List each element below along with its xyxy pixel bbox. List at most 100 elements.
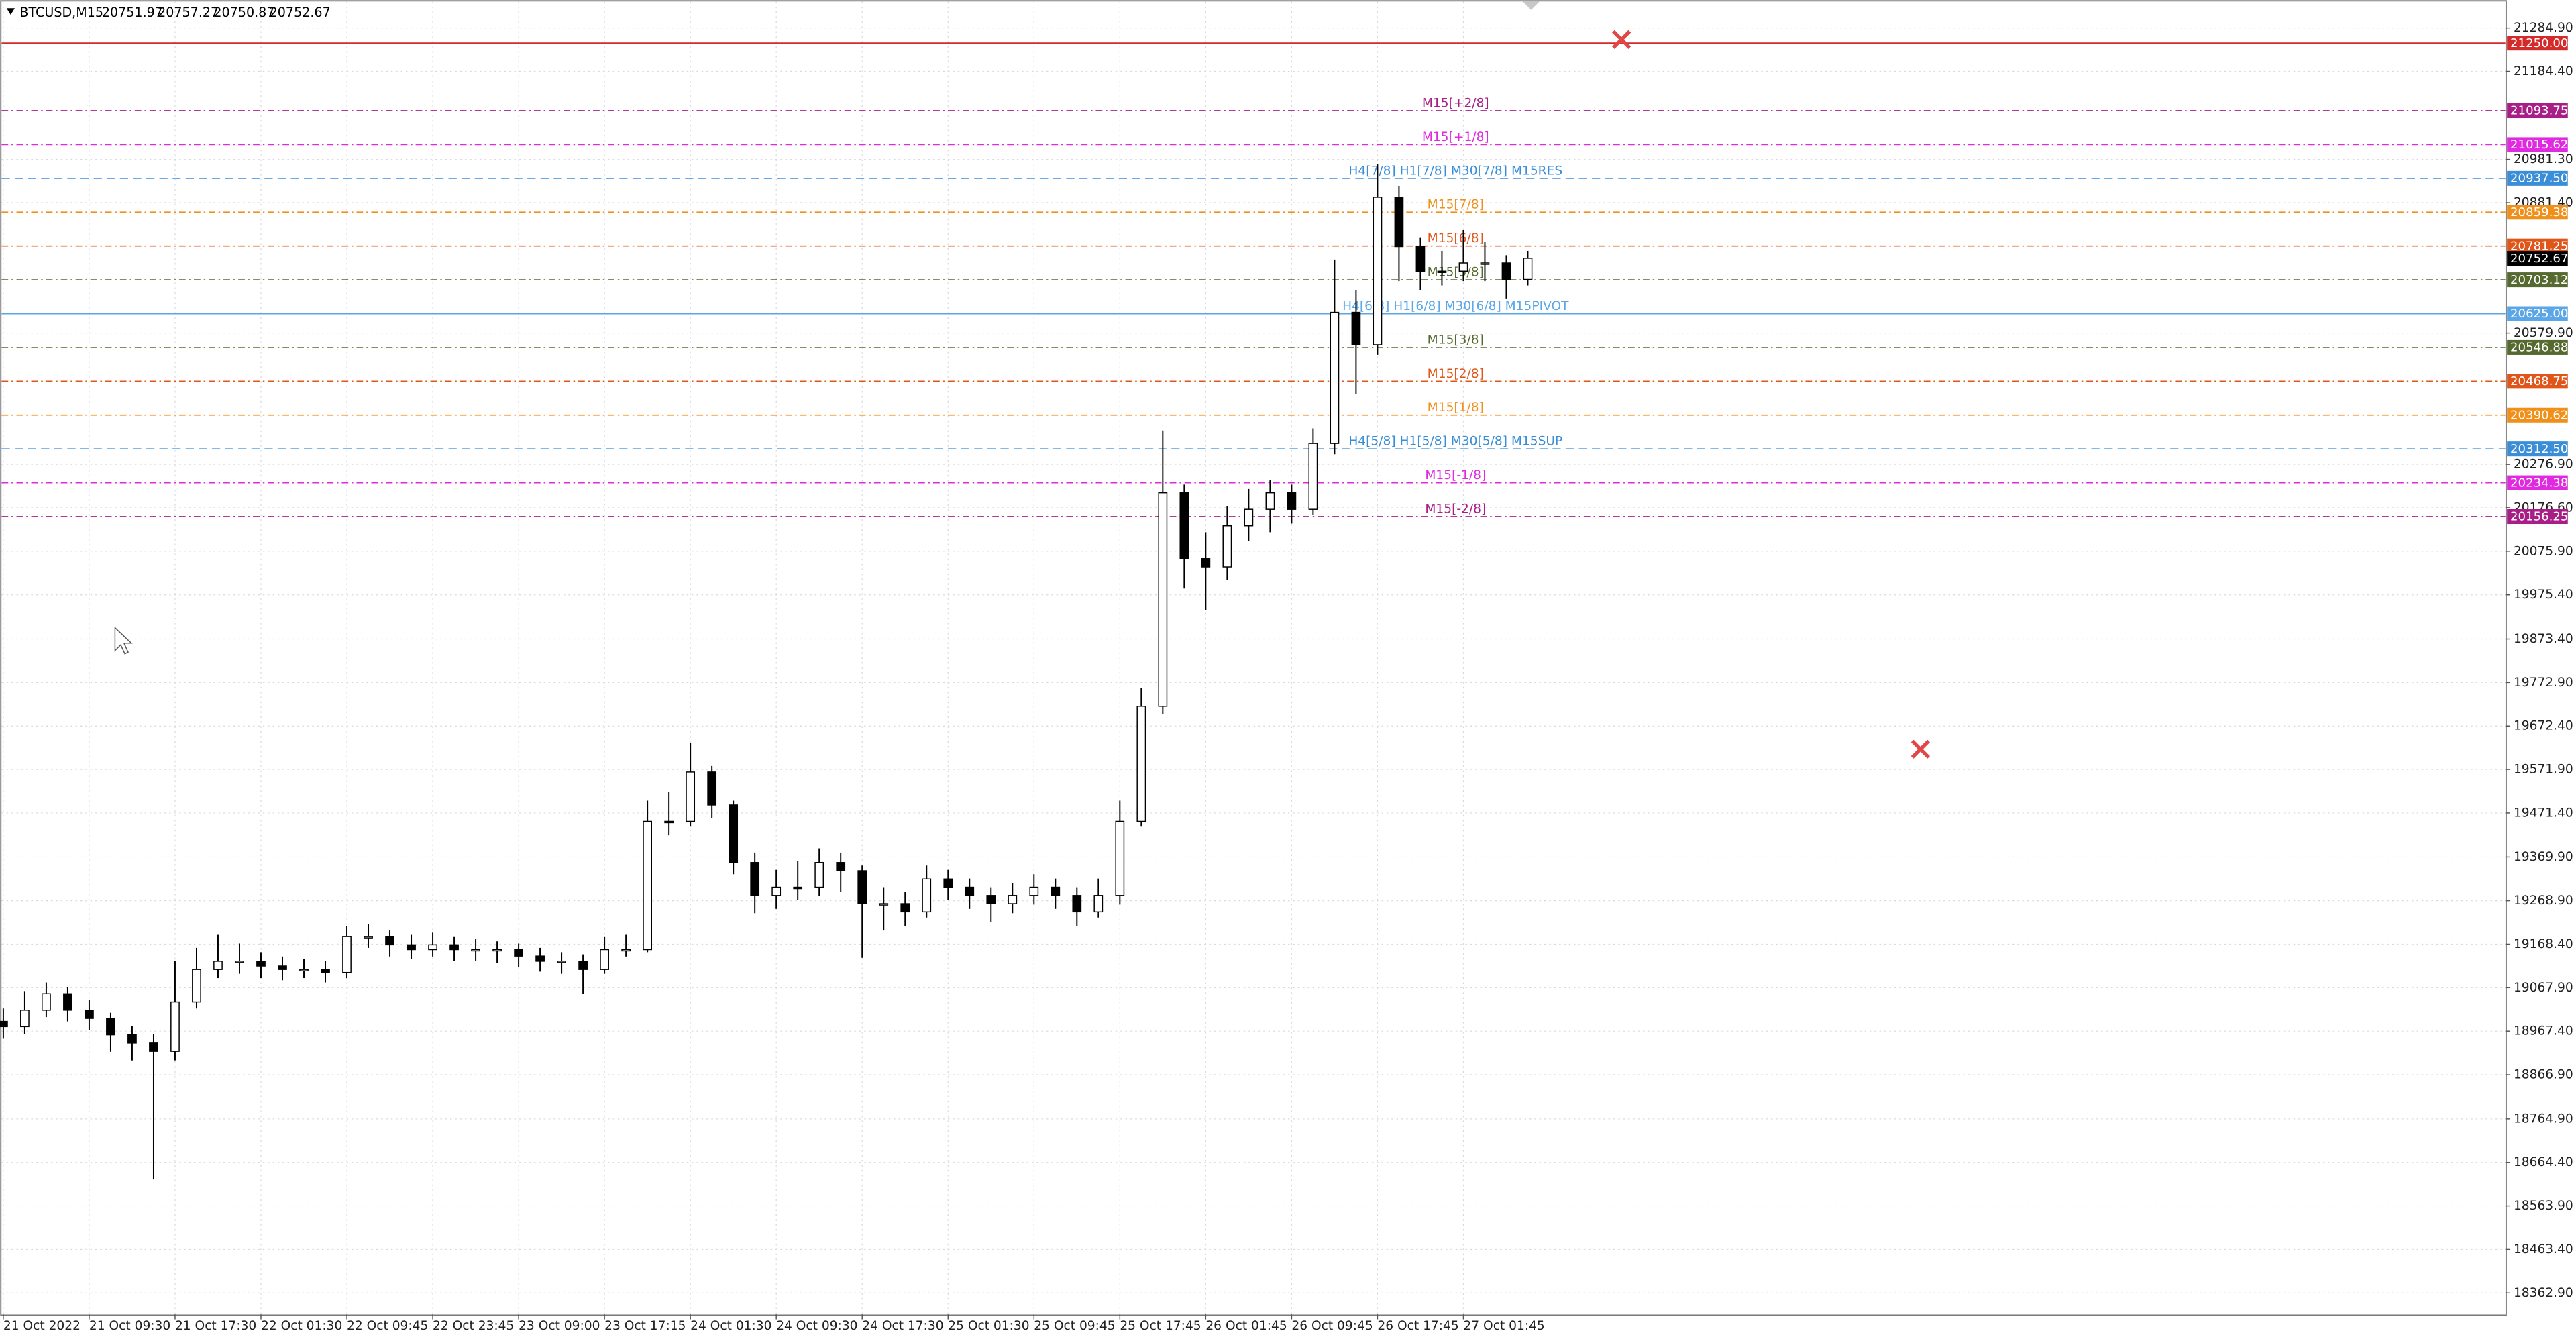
y-tick-label: 20579.90 [2514,326,2573,340]
candle-body [235,961,244,963]
candle-body [729,804,739,863]
level-price-box [2507,508,2568,525]
level-name: H4[7/8] H1[7/8] M30[7/8] M15RES [1348,164,1562,178]
x-tick-label: 27 Oct 01:45 [1463,1319,1544,1333]
level-price-label: 20937.50 [2510,172,2568,186]
candle-body [857,870,867,904]
x-tick-label: 24 Oct 01:30 [690,1319,771,1333]
level-price-label: 21250.00 [2510,36,2568,50]
candle-body [814,862,824,888]
y-tick-label: 19268.90 [2514,894,2573,908]
candle-body [1415,246,1426,272]
candle-body [321,969,330,973]
level-name: M15[+2/8] [1422,96,1489,110]
y-tick-label: 19672.40 [2514,719,2573,733]
header-value: 20750.87 [213,5,274,20]
level-price-label: 20781.25 [2510,239,2568,253]
candle-body [42,993,51,1011]
candle-body [407,944,416,951]
level-price-label: 21015.62 [2510,138,2568,152]
delete-marker[interactable] [1911,739,1931,759]
candles [0,164,1533,1180]
y-tick-label: 18362.90 [2514,1286,2573,1300]
y-tick-label: 19975.40 [2514,588,2573,602]
candle-body [192,969,201,1003]
candle-body [428,944,437,951]
y-tick-label: 18866.90 [2514,1068,2573,1082]
x-tick-label: 26 Oct 09:45 [1291,1319,1373,1333]
x-tick-label: 23 Oct 09:00 [519,1319,600,1333]
candle-body [1351,311,1361,345]
candle-body [1244,508,1254,527]
scroll-marker [1523,1,1540,10]
y-tick-label: 18764.90 [2514,1112,2573,1126]
candle-body [1008,895,1018,904]
candle-body [1115,820,1125,896]
level-name: M15[2/8] [1428,367,1484,381]
candle-body [1179,492,1189,559]
candle-body [1523,258,1533,280]
delete-marker[interactable] [1611,30,1631,49]
candle-body [85,1010,94,1019]
candle-body [986,895,996,904]
candle-body [1093,895,1104,913]
candle-body [900,903,910,913]
candle-body [1308,443,1318,510]
candle-body [707,771,717,806]
y-tick-label: 18664.40 [2514,1155,2573,1169]
candle-body [106,1018,115,1036]
level-price-label: 20156.25 [2510,510,2568,524]
candle-body [256,961,266,967]
candle-body [149,1042,158,1052]
level-price-box [2507,137,2568,152]
candle-body [449,944,459,951]
candle-body [557,961,566,963]
level-price-label: 20703.12 [2510,273,2568,287]
level-price-label: 20546.88 [2510,341,2568,355]
y-tick-label: 19571.90 [2514,763,2573,777]
x-tick-label: 24 Oct 17:30 [862,1319,943,1333]
level-price-label: 20625.00 [2510,307,2568,321]
y-tick-label: 19067.90 [2514,981,2573,995]
x-tick-label: 25 Oct 01:30 [948,1319,1029,1333]
y-tick-label: 18463.40 [2514,1242,2573,1256]
level-price-box [2507,272,2568,288]
x-tick-label: 21 Oct 17:30 [175,1319,256,1333]
header-value: 20752.67 [270,5,331,20]
x-tick-label: 22 Oct 09:45 [347,1319,428,1333]
candle-body [385,936,394,946]
symbol-title: BTCUSD,M15 [19,5,103,20]
candle-body [686,771,696,822]
candle-body [1265,492,1275,510]
level-name: M15[-1/8] [1425,468,1486,482]
candle-body [514,949,523,957]
y-tick-label: 21284.90 [2514,21,2573,35]
y-tick-label: 18563.90 [2514,1199,2573,1213]
candle-body [170,1001,180,1052]
x-tick-label: 21 Oct 2022 [3,1319,80,1333]
levels: M15[+2/8] M15[+1/8] H4[7/8] H1[7/8] M30[7/… [1,42,2506,517]
level-price-label: 21093.75 [2510,104,2568,118]
level-name: M15[1/8] [1428,400,1484,415]
candle-body [1158,492,1168,707]
y-tick-label: 19369.90 [2514,850,2573,864]
y-tick-label: 19471.40 [2514,806,2573,820]
grid [1,1,2506,1315]
level-price-box [2507,306,2568,321]
candle-body [1051,886,1061,896]
candle-body [1222,525,1232,568]
candle-body [299,969,309,971]
candle-body [965,886,975,896]
menu-arrow[interactable] [6,8,15,15]
level-price-box [2507,374,2568,389]
level-name: M15[6/8] [1428,231,1484,246]
candle-body [1287,492,1297,510]
candle-body [1330,311,1340,444]
candle-body [1501,262,1511,280]
candle-body [20,1010,30,1028]
candle-body [771,886,782,896]
level-price-box [2507,251,2568,266]
